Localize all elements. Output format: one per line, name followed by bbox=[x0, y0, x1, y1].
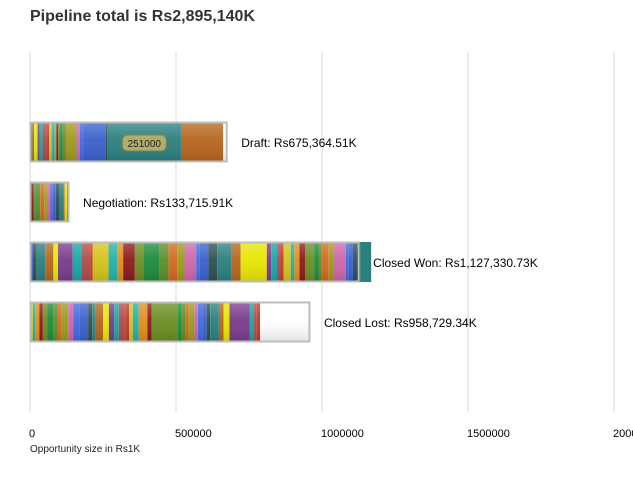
bar-segment bbox=[360, 242, 372, 282]
bar-data-label: Closed Won: Rs1,127,330.73K bbox=[373, 256, 538, 270]
x-tick-label: 0 bbox=[29, 428, 35, 440]
bar-outline bbox=[29, 121, 228, 163]
x-tick-label: 1500000 bbox=[467, 428, 510, 440]
bar-outline bbox=[29, 241, 360, 283]
x-tick-label: 1000000 bbox=[321, 428, 364, 440]
x-axis-label: Opportunity size in Rs1K bbox=[30, 444, 140, 455]
bar-outline bbox=[29, 181, 70, 223]
x-tick-label: 500000 bbox=[175, 428, 212, 440]
tooltip-box bbox=[121, 134, 167, 152]
bar-outline bbox=[29, 301, 311, 343]
bar-data-label: Closed Lost: Rs958,729.34K bbox=[324, 316, 477, 330]
bar-gloss bbox=[30, 302, 310, 342]
tooltip-value: 251000 bbox=[128, 139, 162, 150]
bar-data-label: Negotiation: Rs133,715.91K bbox=[83, 196, 233, 210]
bar-gloss bbox=[30, 182, 70, 222]
x-tick-label: 2000000 bbox=[613, 428, 633, 440]
chart-title: Pipeline total is Rs2,895,140K bbox=[30, 8, 255, 25]
bar-data-label: Draft: Rs675,364.51K bbox=[241, 136, 356, 150]
bar-gloss bbox=[30, 242, 360, 282]
